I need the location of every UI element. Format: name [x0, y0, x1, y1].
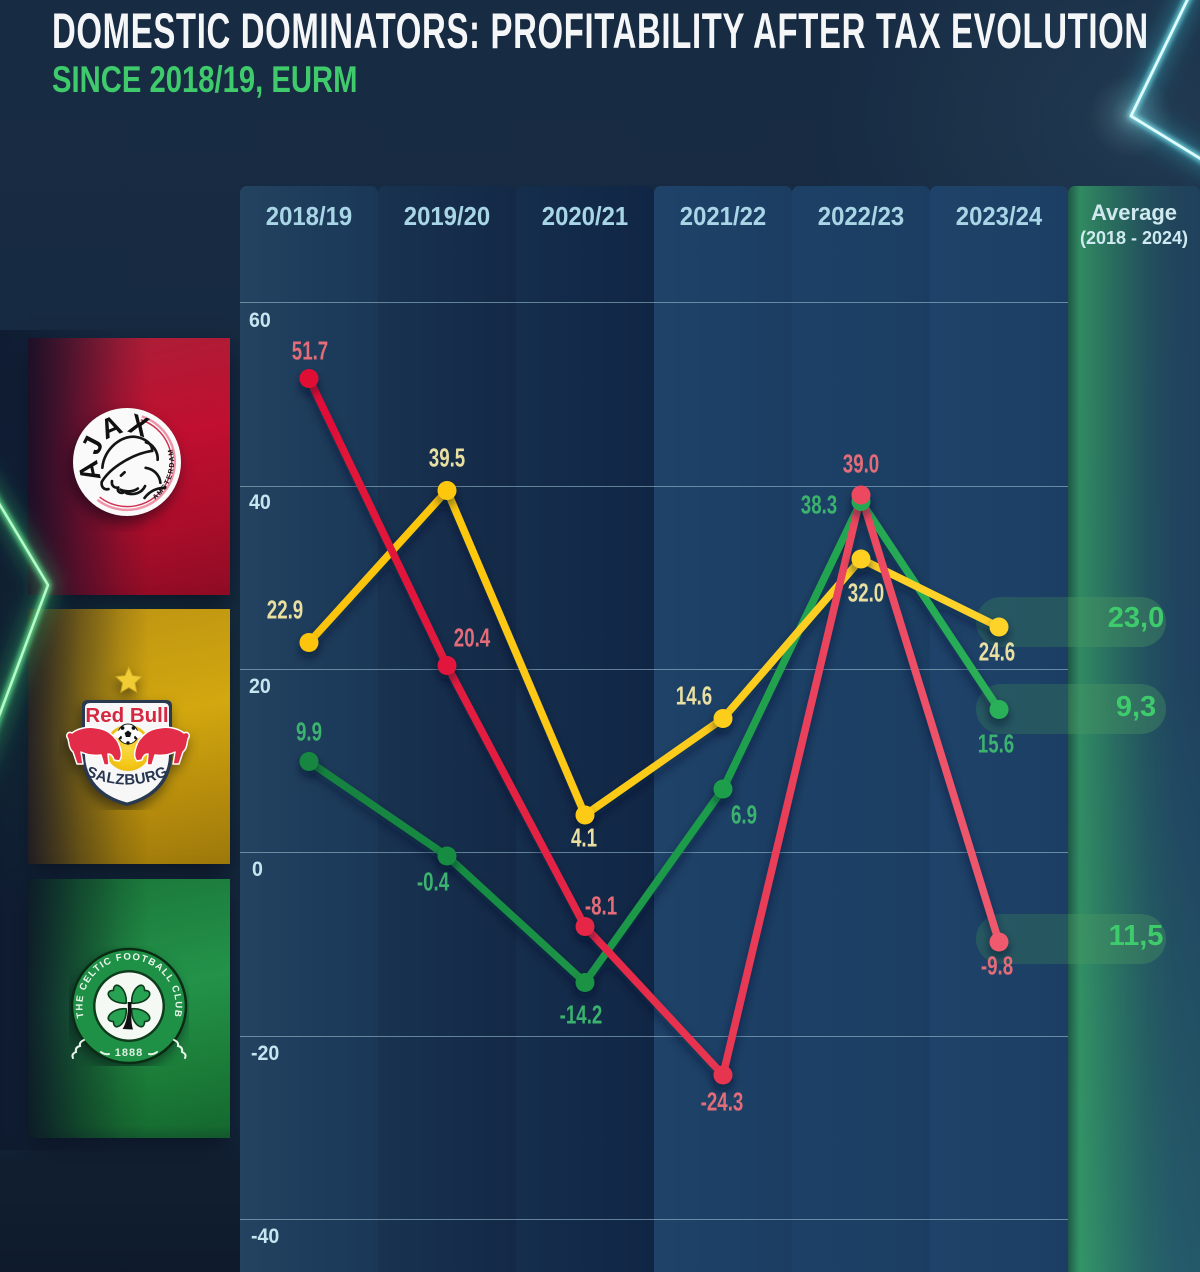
- svg-text:Red Bull: Red Bull: [85, 704, 168, 727]
- svg-text:1888: 1888: [115, 1047, 143, 1059]
